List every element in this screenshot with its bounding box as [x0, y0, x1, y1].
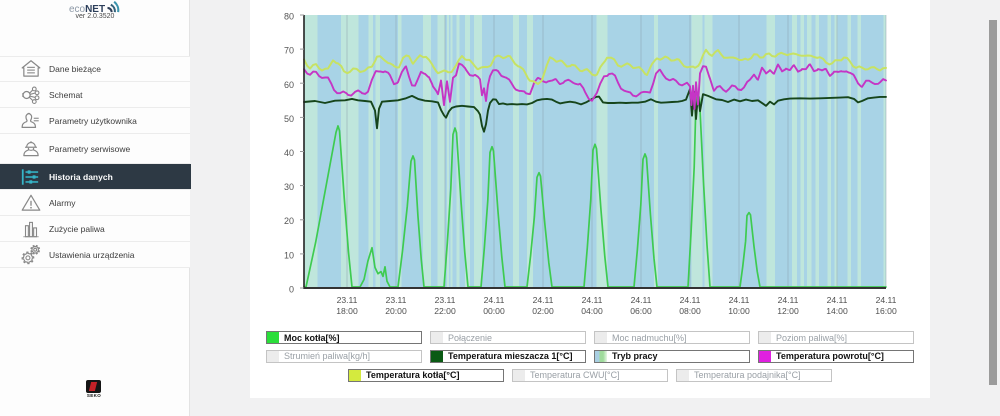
svg-text:24.11: 24.11 [484, 295, 505, 305]
svg-text:0: 0 [289, 285, 294, 295]
svg-text:06:00: 06:00 [630, 306, 652, 316]
svg-text:16:00: 16:00 [875, 306, 897, 316]
svg-text:10: 10 [284, 250, 294, 260]
svg-text:24.11: 24.11 [729, 295, 750, 305]
svg-text:02:00: 02:00 [532, 306, 554, 316]
svg-text:24.11: 24.11 [827, 295, 848, 305]
svg-text:70: 70 [284, 46, 294, 56]
svg-text:40: 40 [284, 148, 294, 158]
svg-text:14:00: 14:00 [826, 306, 848, 316]
svg-text:22:00: 22:00 [434, 306, 456, 316]
svg-text:24.11: 24.11 [876, 295, 897, 305]
svg-text:60: 60 [284, 80, 294, 90]
svg-text:23.11: 23.11 [435, 295, 456, 305]
svg-text:24.11: 24.11 [680, 295, 701, 305]
svg-text:23.11: 23.11 [337, 295, 358, 305]
svg-text:50: 50 [284, 114, 294, 124]
svg-text:12:00: 12:00 [777, 306, 799, 316]
svg-text:24.11: 24.11 [533, 295, 554, 305]
svg-text:24.11: 24.11 [631, 295, 652, 305]
svg-text:20:00: 20:00 [385, 306, 407, 316]
svg-text:10:00: 10:00 [728, 306, 750, 316]
svg-text:30: 30 [284, 182, 294, 192]
svg-text:20: 20 [284, 216, 294, 226]
svg-text:18:00: 18:00 [336, 306, 358, 316]
svg-text:80: 80 [284, 12, 294, 22]
svg-text:08:00: 08:00 [679, 306, 701, 316]
svg-text:24.11: 24.11 [582, 295, 603, 305]
svg-text:04:00: 04:00 [581, 306, 603, 316]
svg-text:00:00: 00:00 [483, 306, 505, 316]
svg-text:24.11: 24.11 [778, 295, 799, 305]
svg-text:23.11: 23.11 [386, 295, 407, 305]
